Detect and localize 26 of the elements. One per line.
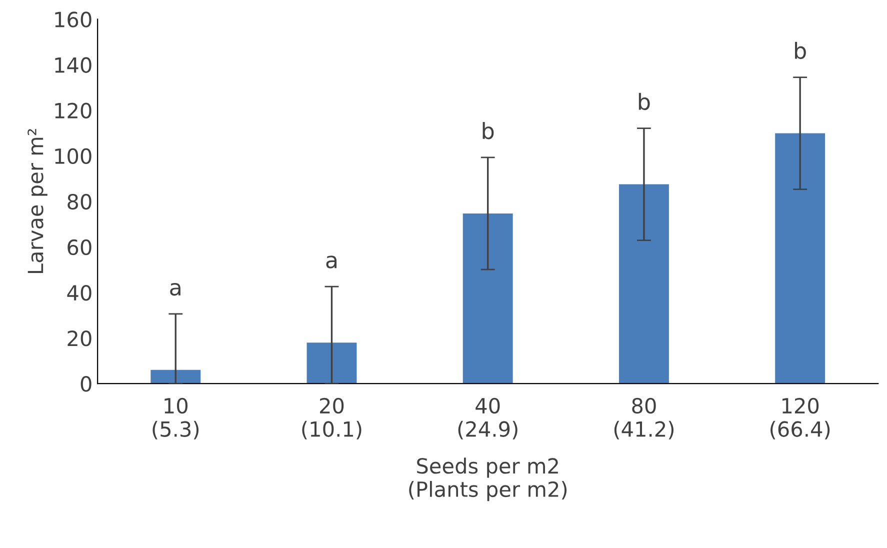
y-tick-label: 60 (68, 239, 92, 256)
bar (775, 133, 826, 384)
annotation: b (795, 42, 806, 60)
y-tick-label: 80 (68, 194, 92, 210)
annotation: b (638, 92, 650, 110)
x-tick-label: 40 (24.9) (458, 398, 518, 440)
y-tick-label: 100 (55, 148, 92, 164)
y-tick-label: 0 (80, 376, 92, 392)
bar (150, 370, 201, 384)
bar (618, 184, 669, 384)
annotation: b (482, 122, 494, 140)
y-tick-label: 20 (68, 330, 92, 346)
x-tick-label: 20 (10.1) (302, 398, 362, 440)
x-axis-title: Seeds per m2 (Plants per m2) (409, 458, 567, 502)
y-tick-label: 120 (55, 102, 92, 118)
x-tick-label: 80 (41.2) (614, 398, 674, 440)
bar (462, 213, 513, 384)
y-tick-label: 40 (67, 284, 92, 301)
y-axis-title: Larvae per m² (28, 129, 48, 274)
y-tick-label: 140 (55, 57, 92, 73)
bar (306, 342, 357, 384)
x-tick-label: 120 (66.4) (770, 398, 830, 440)
annotation: a (170, 282, 180, 296)
y-tick-label: 160 (55, 12, 92, 28)
x-tick-label: 10 (5.3) (152, 398, 199, 440)
annotation: a (326, 256, 337, 268)
